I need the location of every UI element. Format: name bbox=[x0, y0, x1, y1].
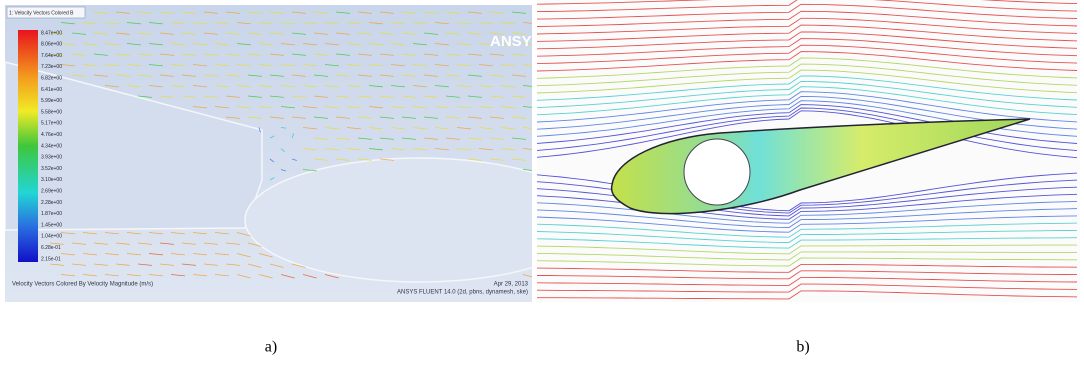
legend-label: 5.99e+00 bbox=[41, 98, 62, 104]
legend: 8.47e+00 8.06e+00 7.64e+00 7.23e+00 6.82e+00… bbox=[41, 30, 62, 262]
legend-label: 6.28e-01 bbox=[41, 245, 61, 251]
left-panel: 1: Velocity Vectors Colored B 8.47e+008.… bbox=[5, 5, 595, 302]
legend-label: 6.82e+00 bbox=[41, 76, 62, 82]
footer-date: Apr 29, 2013 bbox=[494, 282, 529, 288]
legend-label: 3.52e+00 bbox=[41, 166, 62, 172]
colorbar bbox=[18, 30, 38, 262]
legend-label: 2.69e+00 bbox=[41, 189, 62, 195]
dropdown-text: 1: Velocity Vectors Colored B bbox=[9, 10, 74, 16]
legend-label: 8.47e+00 bbox=[41, 30, 62, 36]
legend-label: 4.34e+00 bbox=[41, 143, 62, 149]
legend-label: 1.45e+00 bbox=[41, 222, 62, 228]
legend-label: 3.93e+00 bbox=[41, 155, 62, 161]
cylinder bbox=[684, 139, 750, 205]
legend-label: 8.06e+00 bbox=[41, 42, 62, 48]
legend-label: 3.10e+00 bbox=[41, 177, 62, 183]
legend-label: 7.23e+00 bbox=[41, 64, 62, 70]
legend-label: 5.58e+00 bbox=[41, 109, 62, 115]
legend-label: 6.41e+00 bbox=[41, 87, 62, 93]
legend-label: 5.17e+00 bbox=[41, 121, 62, 127]
legend-label: 7.64e+00 bbox=[41, 53, 62, 59]
caption: a) bbox=[265, 339, 277, 356]
legend-label: 1.87e+00 bbox=[41, 211, 62, 217]
legend-label: 2.15e-01 bbox=[41, 256, 61, 262]
figure: 1: Velocity Vectors Colored B 8.47e+008.… bbox=[0, 0, 1084, 363]
footer-solver: ANSYS FLUENT 14.0 (2d, pbns, dynamesh, s… bbox=[397, 290, 528, 296]
right-panel bbox=[537, 0, 1080, 302]
legend-label: 1.04e+00 bbox=[41, 234, 62, 240]
caption: b) bbox=[796, 339, 809, 356]
footer-title: Velocity Vectors Colored By Velocity Mag… bbox=[12, 282, 153, 288]
logo: ANSYS bbox=[490, 33, 542, 50]
legend-label: 2.28e+00 bbox=[41, 200, 62, 206]
legend-label: 4.76e+00 bbox=[41, 132, 62, 138]
